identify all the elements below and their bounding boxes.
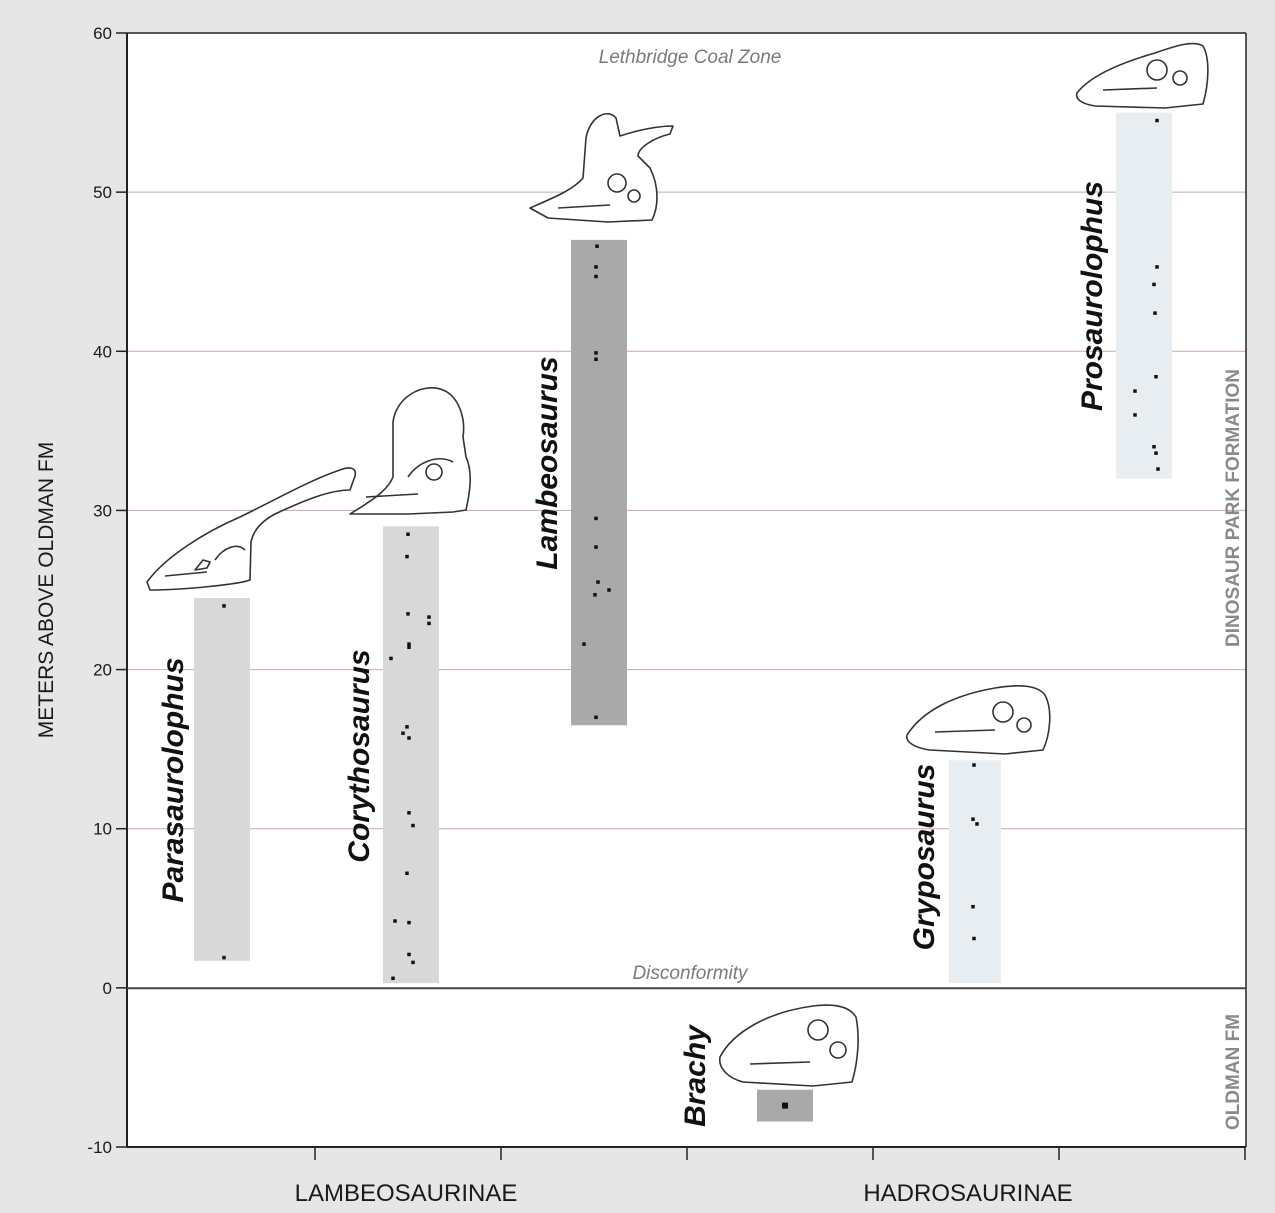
specimen-point-corythosaurus: [389, 656, 393, 661]
specimen-points: [222, 118, 1160, 1109]
group-label-hadrosaurinae: HADROSAURINAE: [863, 1180, 1072, 1207]
taxon-label-lambeosaurus: Lambeosaurus: [531, 356, 564, 569]
specimen-point-corythosaurus: [407, 642, 411, 646]
taxon-label-gryposaurus: Gryposaurus: [908, 764, 941, 951]
range-bar-gryposaurus: [949, 760, 1001, 984]
specimen-point-prosaurolophus: [1133, 389, 1137, 393]
y-tick-label: -10: [87, 1138, 112, 1157]
specimen-point-corythosaurus: [405, 554, 409, 559]
lethbridge-coal-zone-label: Lethbridge Coal Zone: [599, 47, 782, 68]
prosaurolophus-skull-icon: [1075, 42, 1209, 109]
specimen-point-prosaurolophus: [1156, 467, 1160, 471]
group-label-lambeosaurinae: LAMBEOSAURINAE: [295, 1180, 518, 1207]
oldman-fm-label: OLDMAN FM: [1223, 1014, 1244, 1130]
y-tick-label: 60: [93, 24, 112, 43]
specimen-point-gryposaurus: [972, 763, 976, 767]
specimen-point-corythosaurus: [407, 736, 411, 740]
specimen-point-corythosaurus: [427, 621, 431, 626]
specimen-point-corythosaurus: [411, 960, 415, 965]
specimen-point-corythosaurus: [393, 919, 397, 923]
x-ticks: [314, 1147, 1246, 1160]
range-bar-prosaurolophus: [1116, 112, 1172, 479]
parasaurolophus-skull-icon: [146, 467, 357, 591]
range-bars: [194, 112, 1172, 1122]
specimen-point-lambeosaurus: [593, 593, 597, 597]
specimen-point-corythosaurus: [411, 823, 415, 828]
specimen-point-parasaurolophus: [222, 955, 226, 960]
specimen-point-lambeosaurus: [594, 274, 598, 279]
y-tick-label: 40: [93, 342, 112, 361]
range-bar-lambeosaurus: [571, 239, 627, 726]
specimen-point-lambeosaurus: [607, 588, 611, 592]
y-tick-label: 10: [93, 820, 112, 839]
specimen-point-prosaurolophus: [1155, 118, 1159, 123]
range-bar-corythosaurus: [383, 526, 439, 984]
specimen-point-prosaurolophus: [1154, 374, 1158, 379]
disconformity-label: Disconformity: [632, 963, 749, 984]
specimen-point-corythosaurus: [427, 615, 431, 619]
specimen-point-prosaurolophus: [1152, 282, 1156, 287]
specimen-point-prosaurolophus: [1153, 311, 1157, 315]
y-tick-label: 50: [93, 183, 112, 202]
taxon-label-brachy: Brachy: [679, 1024, 712, 1127]
specimen-point-corythosaurus: [391, 976, 395, 981]
specimen-point-parasaurolophus: [222, 604, 226, 608]
specimen-point-lambeosaurus: [594, 357, 598, 361]
y-tick-label: 0: [103, 979, 112, 998]
taxon-label-prosaurolophus: Prosaurolophus: [1076, 181, 1109, 411]
taxon-label-corythosaurus: Corythosaurus: [343, 649, 376, 862]
specimen-point-lambeosaurus: [594, 265, 598, 269]
specimen-point-lambeosaurus: [594, 715, 598, 720]
specimen-point-brachy: [782, 1102, 788, 1109]
taxon-label-parasaurolophus: Parasaurolophus: [157, 657, 190, 902]
specimen-point-corythosaurus: [407, 920, 411, 925]
specimen-point-corythosaurus: [405, 725, 409, 729]
dinosaur-park-formation-label: DINOSAUR PARK FORMATION: [1223, 369, 1244, 647]
specimen-point-lambeosaurus: [594, 351, 598, 355]
specimen-point-corythosaurus: [405, 871, 409, 876]
specimen-point-gryposaurus: [972, 936, 976, 941]
range-bar-parasaurolophus: [194, 597, 250, 961]
specimen-point-gryposaurus: [971, 817, 975, 821]
specimen-point-prosaurolophus: [1154, 451, 1158, 455]
specimen-point-gryposaurus: [975, 822, 979, 826]
y-ticks: -10 0 10 20 30 40 50 60: [87, 24, 127, 1157]
specimen-point-prosaurolophus: [1133, 413, 1137, 417]
y-axis-title: METERS ABOVE OLDMAN FM: [35, 442, 58, 738]
lambeosaurus-skull-icon: [529, 113, 674, 223]
y-tick-label: 30: [93, 501, 112, 520]
specimen-point-gryposaurus: [971, 904, 975, 909]
specimen-point-corythosaurus: [407, 952, 411, 957]
specimen-point-lambeosaurus: [594, 516, 598, 521]
y-tick-label: 20: [93, 661, 112, 680]
gryposaurus-skull-icon: [906, 685, 1051, 755]
specimen-point-corythosaurus: [407, 811, 411, 815]
specimen-point-lambeosaurus: [595, 244, 599, 249]
specimen-point-corythosaurus: [401, 731, 405, 735]
brachylophosaurus-skull-icon: [718, 1004, 859, 1087]
specimen-point-corythosaurus: [407, 645, 411, 650]
specimen-point-prosaurolophus: [1155, 265, 1159, 269]
specimen-point-lambeosaurus: [594, 545, 598, 549]
gridlines: [127, 191, 1246, 830]
specimen-point-prosaurolophus: [1152, 445, 1156, 449]
specimen-point-lambeosaurus: [596, 580, 600, 584]
specimen-point-corythosaurus: [406, 612, 410, 616]
corythosaurus-skull-icon: [349, 387, 471, 515]
specimen-point-corythosaurus: [406, 532, 410, 537]
specimen-point-lambeosaurus: [582, 642, 586, 646]
plot-area: [127, 33, 1246, 1147]
